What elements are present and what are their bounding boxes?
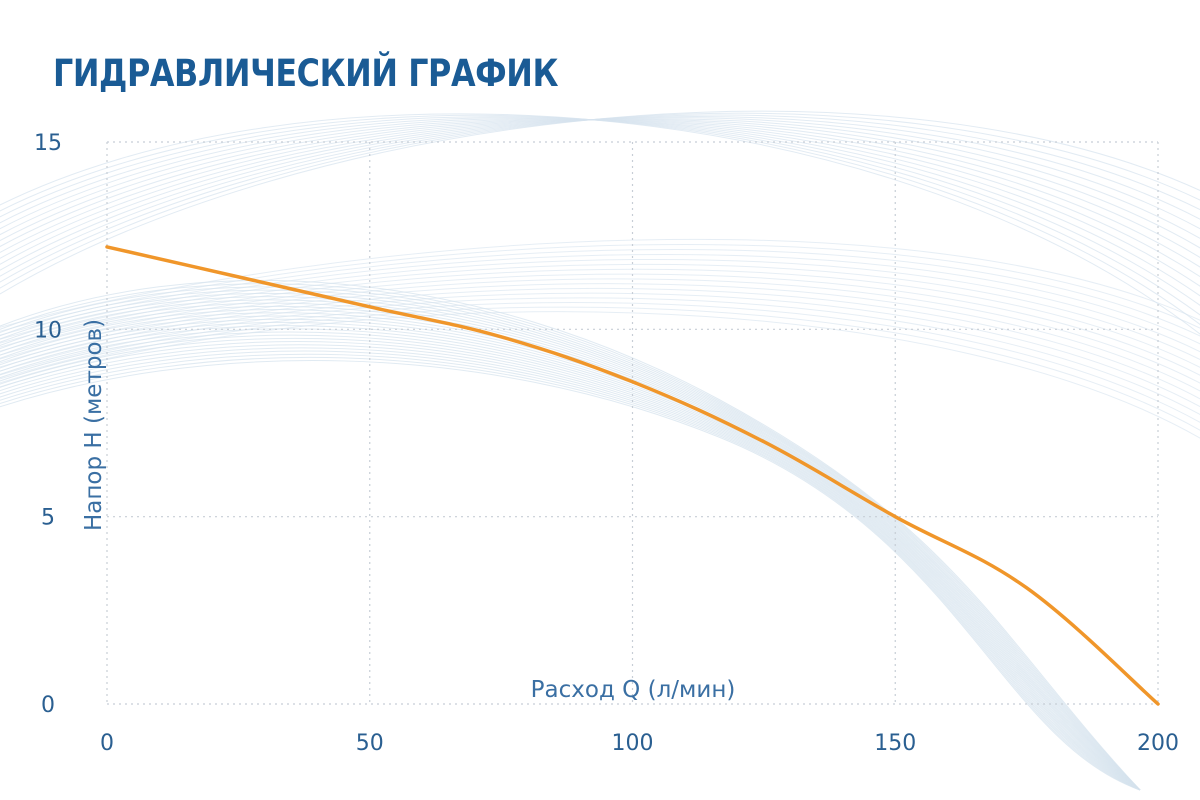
wave-line [0, 283, 1141, 791]
wave-line [0, 248, 1200, 337]
wave-line [0, 279, 1141, 791]
y-tick-label: 5 [41, 506, 55, 531]
wave-line [0, 334, 1141, 791]
decorative-wave-background [0, 110, 1200, 791]
wave-line [0, 337, 1141, 791]
wave-line [0, 341, 1141, 791]
wave-line [0, 299, 1141, 791]
wave-line [0, 344, 1141, 791]
chart-grid [106, 141, 1159, 705]
wave-line [0, 302, 1141, 791]
wave-line [0, 278, 1200, 384]
wave-line [0, 315, 1141, 791]
wave-line [0, 328, 1141, 791]
wave-line [0, 118, 1200, 266]
wave-line [0, 263, 1200, 361]
pump-curve-line [105, 245, 1160, 706]
wave-line [0, 325, 1141, 791]
x-tick-label: 50 [356, 731, 384, 756]
chart-title: ГИДРАВЛИЧЕСКИЙ ГРАФИК [53, 52, 559, 95]
wave-line [0, 287, 1200, 400]
wave-line [0, 360, 1141, 791]
chart-series [105, 245, 1160, 706]
x-tick-label: 100 [612, 731, 654, 756]
y-tick-label: 10 [34, 318, 62, 343]
chart-axes: 0 50 100 150 200 0 5 10 15 [34, 131, 1179, 756]
wave-line [0, 254, 1200, 345]
y-tick-label: 0 [41, 693, 55, 718]
wave-line [0, 259, 1200, 353]
wave-line [0, 305, 1141, 791]
wave-line [0, 292, 1200, 408]
wave-line [0, 353, 1141, 791]
x-tick-label: 150 [874, 731, 916, 756]
wave-line [0, 112, 1200, 289]
wave-line [0, 309, 1141, 791]
wave-line [0, 312, 1141, 791]
x-tick-label: 200 [1137, 731, 1179, 756]
wave-line [0, 243, 1200, 332]
y-tick-label: 15 [34, 131, 62, 156]
wave-line [0, 350, 1141, 791]
wave-line [0, 331, 1141, 791]
wave-line [0, 296, 1141, 791]
wave-line [0, 119, 1200, 268]
wave-line [0, 289, 1141, 791]
wave-line [0, 286, 1141, 791]
x-axis-label: Расход Q (л/мин) [531, 677, 736, 703]
wave-line [0, 321, 1141, 791]
wave-line [0, 356, 1141, 791]
wave-line [0, 347, 1141, 791]
y-axis-label: Напор H (метров) [81, 319, 107, 531]
chart-labels: Расход Q (л/мин) Напор H (метров) [81, 319, 735, 703]
wave-line [0, 292, 1141, 791]
wave-line [0, 297, 1200, 416]
wave-line [0, 113, 1200, 335]
wave-line [0, 116, 1200, 277]
wave-line [0, 302, 1200, 424]
x-tick-label: 0 [100, 731, 114, 756]
wave-line [0, 283, 1200, 392]
